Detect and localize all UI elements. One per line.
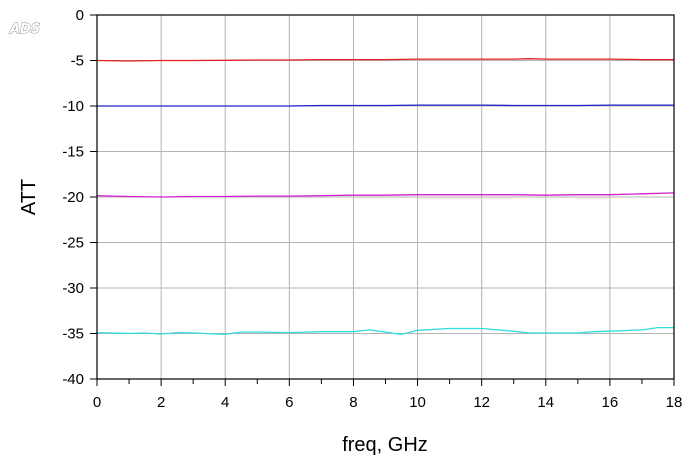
x-tick-label: 6 (285, 394, 293, 411)
x-tick-label: 10 (409, 394, 426, 411)
ads-logo: ADS (9, 22, 40, 37)
x-tick-label: 8 (349, 394, 357, 411)
series-line-2 (97, 104, 674, 107)
y-tick-label: -40 (62, 371, 84, 388)
y-tick-labels: 0 -5 -10 -15 -20 -25 -30 -35 -40 (62, 7, 84, 388)
series-lines (96, 58, 675, 336)
y-tick-label: -30 (62, 280, 84, 297)
y-axis-title: ATT (18, 179, 40, 215)
x-tick-label: 0 (93, 394, 101, 411)
y-tick-label: -5 (71, 53, 84, 70)
y-tick-label: -10 (62, 98, 84, 115)
series-line-3 (96, 192, 675, 198)
series-line-1 (96, 58, 674, 62)
minor-ticks (90, 14, 675, 386)
x-tick-labels: 0 2 4 6 8 10 12 14 16 18 (93, 394, 683, 411)
y-tick-label: -25 (62, 235, 84, 252)
x-tick-label: 12 (473, 394, 490, 411)
x-tick-label: 18 (666, 394, 683, 411)
series-line-4 (96, 326, 674, 336)
plot-frame (96, 14, 675, 380)
x-tick-label: 14 (537, 394, 554, 411)
y-tick-label: -35 (62, 326, 84, 343)
x-axis-title: freq, GHz (342, 434, 428, 456)
y-tick-label: -20 (62, 189, 84, 206)
x-tick-label: 2 (157, 394, 165, 411)
x-tick-label: 4 (221, 394, 229, 411)
x-tick-label: 16 (602, 394, 619, 411)
y-tick-label: -15 (62, 144, 84, 161)
y-tick-label: 0 (76, 7, 84, 24)
